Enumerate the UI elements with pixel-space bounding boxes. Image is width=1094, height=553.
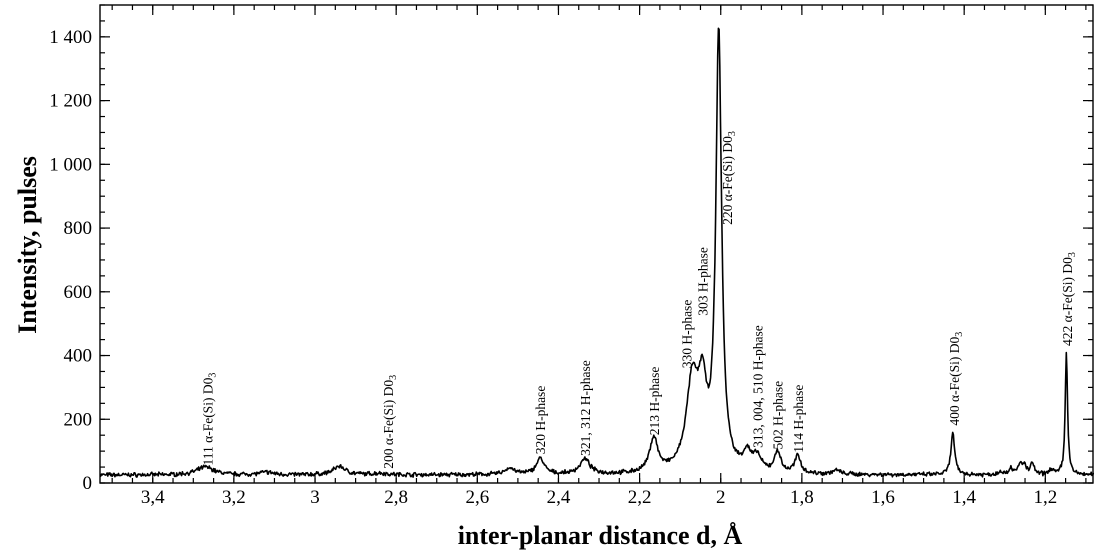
peak-annotations: 111 α-Fe(Si) D03 200 α-Fe(Si) D03 320 H-ph…: [201, 131, 1078, 469]
peak-label: 213 H-phase: [647, 367, 662, 436]
y-tick-label: 200: [64, 409, 93, 430]
axis-ticks: [100, 4, 1093, 484]
x-tick-labels: 3,4 3,2 3 2,8 2,6 2,4 2,2 2 1,8 1,6 1,4 1,2: [141, 487, 1057, 508]
y-tick-label: 1 000: [49, 154, 92, 175]
diffraction-trace: [99, 27, 1094, 478]
x-tick-label: 2,4: [547, 487, 571, 508]
y-tick-label: 1 200: [49, 91, 92, 112]
plot-frame: [99, 4, 1094, 484]
x-axis-title: inter-planar distance d, Å: [458, 521, 743, 550]
x-tick-label: 2,2: [628, 487, 652, 508]
x-tick-label: 3,2: [222, 487, 246, 508]
plot-border: [99, 4, 1094, 484]
peak-label: 220 α-Fe(Si) D03: [720, 131, 738, 225]
peak-label: 321, 312 H-phase: [578, 360, 593, 456]
y-tick-label: 0: [83, 473, 93, 494]
peak-label: 114 H-phase: [791, 385, 806, 453]
x-tick-label: 2,8: [384, 487, 408, 508]
peak-label: 200 α-Fe(Si) D03: [381, 375, 399, 469]
peak-label: 111 α-Fe(Si) D03: [201, 373, 219, 466]
x-tick-label: 3,4: [141, 487, 165, 508]
x-tick-label: 3: [310, 487, 320, 508]
y-tick-label: 800: [64, 218, 93, 239]
x-tick-label: 2: [716, 487, 726, 508]
peak-label: 502 H-phase: [771, 381, 786, 450]
y-tick-label: 400: [64, 346, 93, 367]
x-tick-label: 1,6: [871, 487, 895, 508]
y-tick-labels: 0 200 400 600 800 1 000 1 200 1 400: [49, 27, 92, 494]
x-tick-label: 1,8: [790, 487, 814, 508]
peak-label: 400 α-Fe(Si) D03: [947, 332, 965, 426]
peak-label: 320 H-phase: [533, 386, 548, 455]
peak-label: 422 α-Fe(Si) D03: [1060, 252, 1078, 346]
x-tick-label: 1,2: [1033, 487, 1057, 508]
peak-label: 330 H-phase: [679, 300, 694, 369]
peak-label: 313, 004, 510 H-phase: [750, 325, 765, 448]
y-axis-title: Intensity, pulses: [13, 156, 42, 334]
y-tick-label: 1 400: [49, 27, 92, 48]
x-tick-label: 1,4: [952, 487, 976, 508]
y-tick-label: 600: [64, 282, 93, 303]
x-tick-label: 2,6: [465, 487, 489, 508]
peak-label: 303 H-phase: [696, 247, 711, 316]
